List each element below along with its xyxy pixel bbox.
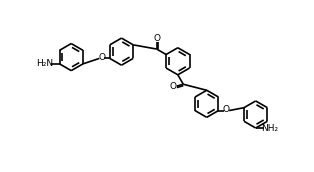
Text: NH₂: NH₂ <box>261 124 278 133</box>
Text: O: O <box>154 34 161 43</box>
Text: O: O <box>170 82 177 91</box>
Text: O: O <box>99 53 106 62</box>
Text: H₂N: H₂N <box>36 59 53 68</box>
Text: O: O <box>223 105 230 114</box>
